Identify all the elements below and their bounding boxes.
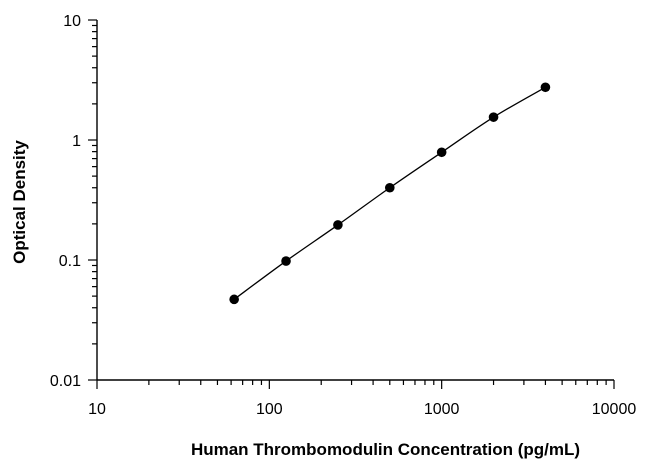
- x-axis-title: Human Thrombomodulin Concentration (pg/m…: [191, 440, 580, 459]
- data-points: [229, 82, 551, 305]
- y-tick-label: 0.01: [50, 373, 81, 390]
- data-point: [384, 182, 395, 193]
- y-tick-label: 1: [72, 133, 81, 150]
- x-tick-label: 100: [256, 401, 283, 418]
- data-point: [333, 220, 343, 230]
- data-point: [488, 112, 499, 122]
- axes: [96, 20, 614, 381]
- x-tick-label: 10: [88, 401, 106, 418]
- y-tick-label: 0.1: [59, 253, 81, 270]
- y-axis-title: Optical Density: [10, 140, 29, 264]
- x-tick-label: 1000: [424, 401, 460, 418]
- data-point: [436, 147, 447, 158]
- x-tick-label: 10000: [592, 401, 637, 418]
- tick-labels: 10 100 1000 10000 0.01 0.1 1 10: [50, 13, 636, 418]
- data-point: [229, 294, 239, 305]
- fit-curve: [233, 86, 546, 300]
- data-point: [540, 82, 551, 93]
- data-point: [281, 256, 291, 266]
- ticks: [88, 19, 615, 389]
- y-tick-label: 10: [63, 13, 81, 30]
